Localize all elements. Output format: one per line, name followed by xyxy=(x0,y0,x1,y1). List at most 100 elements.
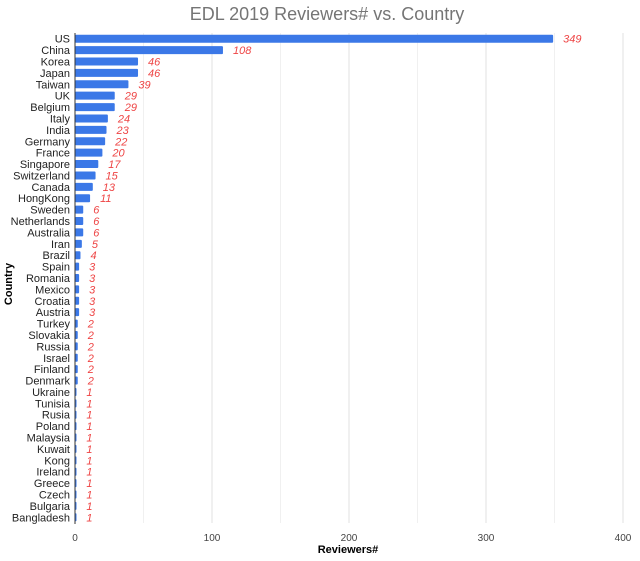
bar-russia xyxy=(75,342,78,351)
y-tick-label: Italy xyxy=(50,113,71,125)
data-label: 1 xyxy=(86,455,92,467)
data-label: 6 xyxy=(93,205,100,217)
bar-belgium xyxy=(75,103,115,112)
bar-us xyxy=(75,34,554,43)
data-label: 5 xyxy=(92,239,99,251)
data-label: 1 xyxy=(86,467,92,479)
data-label: 1 xyxy=(86,478,92,490)
y-tick-label: Switzerland xyxy=(13,170,70,182)
y-tick-label: Ukraine xyxy=(32,387,70,399)
data-label: 17 xyxy=(108,159,121,171)
y-tick-label: Poland xyxy=(36,421,70,433)
data-label: 22 xyxy=(114,136,127,148)
bar-israel xyxy=(75,353,78,362)
y-tick-label: Canada xyxy=(31,182,70,194)
bar-iran xyxy=(75,239,82,248)
bar-uk xyxy=(75,91,115,100)
bar-netherlands xyxy=(75,217,84,226)
bar-france xyxy=(75,148,103,157)
chart-title: EDL 2019 Reviewers# vs. Country xyxy=(190,4,464,24)
bar-singapore xyxy=(75,160,99,169)
bar-italy xyxy=(75,114,108,123)
data-label: 20 xyxy=(111,148,125,160)
data-label: 1 xyxy=(86,398,92,410)
y-tick-label: UK xyxy=(55,91,71,103)
bar-mexico xyxy=(75,285,80,294)
data-label: 6 xyxy=(93,216,100,228)
y-tick-label: Belgium xyxy=(30,102,70,114)
data-label: 3 xyxy=(89,296,96,308)
data-label: 2 xyxy=(87,353,94,365)
data-label: 13 xyxy=(103,182,116,194)
x-tick-label: 0 xyxy=(72,533,78,544)
bar-turkey xyxy=(75,319,78,328)
data-label: 108 xyxy=(233,45,252,57)
x-tick-label: 200 xyxy=(341,533,358,544)
data-label: 2 xyxy=(87,330,94,342)
data-label: 2 xyxy=(87,319,94,331)
y-tick-label: Israel xyxy=(43,353,70,365)
data-label: 46 xyxy=(148,56,161,68)
data-label: 29 xyxy=(124,102,137,114)
y-tick-label: US xyxy=(55,34,70,46)
x-axis-label: Reviewers# xyxy=(318,544,379,556)
bar-denmark xyxy=(75,376,78,385)
y-tick-label: Kong xyxy=(44,455,70,467)
bar-japan xyxy=(75,68,139,77)
data-label: 3 xyxy=(89,262,96,274)
y-tick-label: HongKong xyxy=(18,193,70,205)
y-tick-label: Spain xyxy=(42,262,70,274)
y-tick-label: Korea xyxy=(41,56,71,68)
data-label: 1 xyxy=(86,410,92,422)
y-tick-label: India xyxy=(46,125,71,137)
data-label: 23 xyxy=(116,125,130,137)
bar-taiwan xyxy=(75,80,129,89)
data-label: 2 xyxy=(87,376,94,388)
data-label: 349 xyxy=(563,34,581,46)
data-label: 24 xyxy=(117,113,130,125)
bar-romania xyxy=(75,274,80,282)
data-label: 6 xyxy=(93,227,100,239)
data-label: 1 xyxy=(86,490,92,502)
bar-china xyxy=(75,46,223,55)
bar-canada xyxy=(75,182,93,191)
y-tick-label: Slovakia xyxy=(28,330,70,342)
bar-switzerland xyxy=(75,171,96,180)
y-tick-label: Japan xyxy=(40,68,70,80)
y-tick-label: China xyxy=(41,45,71,57)
data-label: 46 xyxy=(148,68,161,80)
data-label: 1 xyxy=(86,421,92,433)
y-tick-label: Croatia xyxy=(35,296,71,308)
y-tick-label: Taiwan xyxy=(36,79,70,91)
data-label: 3 xyxy=(89,273,96,285)
data-label: 15 xyxy=(106,170,119,182)
y-tick-label: Rusia xyxy=(42,410,71,422)
bar-brazil xyxy=(75,251,81,260)
bar-slovakia xyxy=(75,330,78,339)
y-tick-label: Bulgaria xyxy=(30,501,71,513)
bar-finland xyxy=(75,365,78,374)
y-tick-label: Brazil xyxy=(42,250,70,262)
bar-austria xyxy=(75,308,80,317)
y-tick-label: Tunisia xyxy=(35,398,71,410)
y-tick-label: Russia xyxy=(36,341,71,353)
bar-germany xyxy=(75,137,106,146)
bar-india xyxy=(75,125,107,134)
y-tick-label: Iran xyxy=(51,239,70,251)
bar-spain xyxy=(75,262,80,271)
x-tick-label: 400 xyxy=(615,533,632,544)
y-tick-label: France xyxy=(36,148,70,160)
bar-sweden xyxy=(75,205,84,214)
y-tick-label: Mexico xyxy=(35,284,70,296)
y-tick-label: Australia xyxy=(27,227,71,239)
data-label: 29 xyxy=(124,91,137,103)
data-label: 39 xyxy=(138,79,150,91)
data-label: 1 xyxy=(86,501,92,513)
data-label: 3 xyxy=(89,284,96,296)
y-tick-label: Germany xyxy=(25,136,71,148)
y-tick-label: Ireland xyxy=(36,467,70,479)
bar-croatia xyxy=(75,296,80,305)
y-tick-label: Greece xyxy=(34,478,70,490)
y-tick-label: Singapore xyxy=(20,159,70,171)
